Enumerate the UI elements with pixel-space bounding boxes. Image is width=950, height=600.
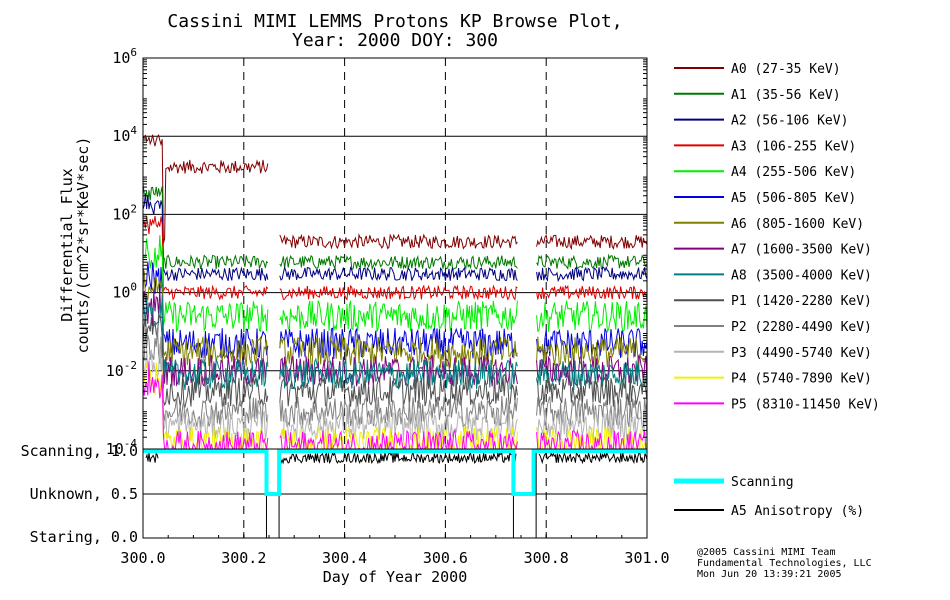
series-line-a5	[142, 261, 269, 361]
y-axis-label-units: counts/(cm^2*sr*KeV*sec)	[74, 137, 92, 354]
legend-label: A0 (27-35 KeV)	[731, 62, 841, 77]
legend-label: P5 (8310-11450 KeV)	[731, 397, 880, 412]
y-axis-label: Differential Flux	[58, 168, 76, 322]
series-line-a2	[279, 265, 518, 282]
series-line-a0	[279, 233, 518, 250]
series-line-a3	[142, 215, 269, 301]
legend-label: P4 (5740-7890 KeV)	[731, 372, 872, 387]
legend-label: A3 (106-255 KeV)	[731, 139, 856, 154]
legend: A0 (27-35 KeV) A1 (35-56 KeV) A2 (56-106 K…	[674, 62, 880, 412]
series-line-a4	[536, 300, 648, 334]
legend-label: P2 (2280-4490 KeV)	[731, 320, 872, 335]
series-line-p3	[279, 409, 518, 442]
series-line-a2	[142, 193, 269, 282]
series-line-a6	[536, 336, 648, 368]
legend-label: A7 (1600-3500 KeV)	[731, 243, 872, 258]
series-line-anisotropy	[538, 451, 648, 465]
series-line-p2	[279, 396, 518, 428]
series-line-scanning	[143, 449, 647, 496]
legend-label: A5 (506-805 KeV)	[731, 191, 856, 206]
x-tick-label: 300.0	[120, 549, 165, 567]
credit-line-3: Mon Jun 20 13:39:21 2005	[697, 569, 842, 580]
legend-label-bottom: A5 Anisotropy (%)	[731, 504, 864, 519]
legend-label-bottom: Scanning	[731, 475, 794, 490]
chart-subtitle: Year: 2000 DOY: 300	[292, 30, 498, 51]
series-line-a2	[536, 265, 648, 283]
legend-label: A6 (805-1600 KeV)	[731, 217, 864, 232]
series-line-anisotropy	[278, 451, 517, 465]
series-line-a1	[279, 254, 518, 271]
x-tick-label: 301.0	[624, 549, 669, 567]
credit-line-1: @2005 Cassini MIMI Team	[697, 547, 835, 558]
chart-title: Cassini MIMI LEMMS Protons KP Browse Plo…	[167, 11, 622, 32]
credit-line-2: Fundamental Technologies, LLC	[697, 558, 872, 569]
series-line-a0	[142, 133, 269, 244]
scanning-plot-panel: Scanning, 1.0 Unknown, 0.5 Staring, 0.0 300…	[21, 442, 670, 567]
flux-plot-panel: 106 104 102 100 10-2 10-4	[106, 46, 648, 538]
series-line-p2	[142, 328, 269, 429]
series-line-a4	[279, 300, 518, 332]
y-tick-label: 10-2	[106, 359, 137, 380]
legend-label: A2 (56-106 KeV)	[731, 114, 848, 129]
legend-label: P3 (4490-5740 KeV)	[731, 346, 872, 361]
series-line-p1	[536, 374, 648, 407]
series-line-a7	[536, 354, 648, 386]
y-tick-label-bottom: Scanning, 1.0	[21, 442, 138, 460]
x-tick-label: 300.8	[524, 549, 569, 567]
y-tick-label: 104	[112, 124, 137, 145]
series-line-a0	[536, 234, 648, 251]
x-tick-label: 300.4	[322, 549, 367, 567]
legend-bottom: Scanning A5 Anisotropy (%)	[674, 475, 864, 519]
y-tick-label: 106	[112, 46, 137, 67]
series-line-a4	[142, 235, 269, 334]
x-tick-label: 300.6	[423, 549, 468, 567]
y-tick-label: 100	[112, 281, 137, 302]
series-line-a8	[142, 295, 269, 391]
series-line-a6	[279, 336, 518, 369]
legend-label: A4 (255-506 KeV)	[731, 165, 856, 180]
series-line-a1	[142, 183, 269, 270]
series-line-p4	[279, 425, 518, 451]
y-tick-label-bottom: Unknown, 0.5	[30, 485, 138, 503]
y-tick-label: 10-4	[106, 437, 138, 458]
series-line-a6	[142, 270, 269, 368]
series-line-a1	[536, 253, 648, 270]
series-line-p4	[536, 427, 648, 451]
series-line-p5	[279, 429, 518, 451]
series-line-a8	[279, 357, 518, 391]
series-line-p2	[536, 396, 648, 428]
x-tick-label: 300.2	[221, 549, 266, 567]
series-line-a3	[536, 284, 648, 300]
legend-label: P1 (1420-2280 KeV)	[731, 294, 872, 309]
series-line-a8	[536, 358, 648, 391]
x-axis-label: Day of Year 2000	[323, 568, 468, 586]
legend-label: A8 (3500-4000 KeV)	[731, 268, 872, 283]
plot-frame-top	[142, 57, 648, 450]
y-tick-label: 102	[112, 202, 137, 223]
y-tick-label-bottom: Staring, 0.0	[30, 528, 138, 546]
series-line-p1	[279, 375, 518, 409]
series-line-p1	[142, 313, 269, 409]
series-line-p5	[536, 429, 647, 451]
series-line-a3	[279, 284, 518, 301]
legend-label: A1 (35-56 KeV)	[731, 88, 841, 103]
series-line-a5	[279, 327, 518, 360]
series-line-anisotropy	[145, 452, 159, 463]
